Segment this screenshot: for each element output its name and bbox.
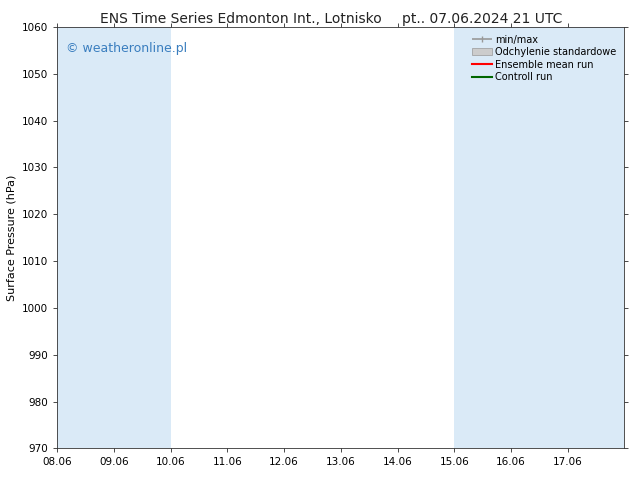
Bar (568, 27, 624, 448)
Bar (455, 27, 511, 448)
Text: © weatheronline.pl: © weatheronline.pl (65, 42, 186, 55)
Legend: min/max, Odchylenie standardowe, Ensemble mean run, Controll run: min/max, Odchylenie standardowe, Ensembl… (469, 32, 619, 85)
Bar (511, 27, 568, 448)
Y-axis label: Surface Pressure (hPa): Surface Pressure (hPa) (6, 174, 16, 301)
Bar (57, 27, 114, 448)
Text: pt.. 07.06.2024 21 UTC: pt.. 07.06.2024 21 UTC (402, 12, 562, 26)
Bar (114, 27, 171, 448)
Text: ENS Time Series Edmonton Int., Lotnisko: ENS Time Series Edmonton Int., Lotnisko (100, 12, 382, 26)
